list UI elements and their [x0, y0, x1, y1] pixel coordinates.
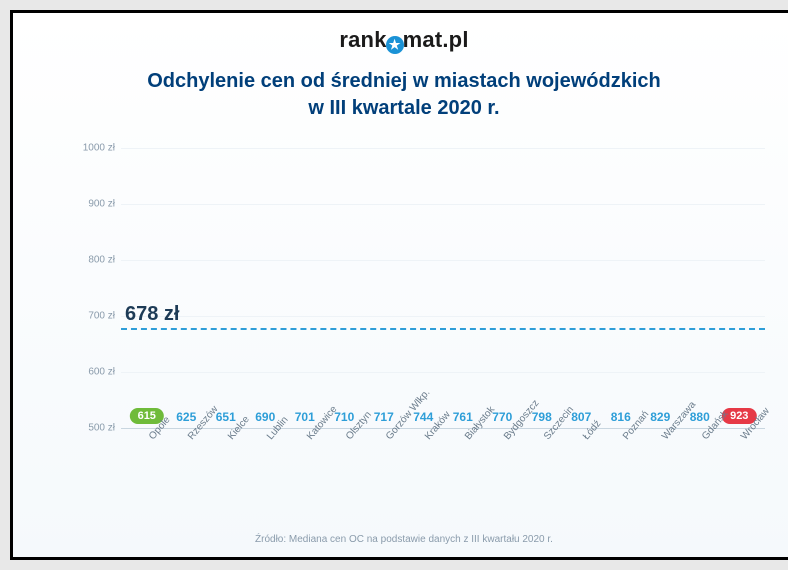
source-footer: Źródło: Mediana cen OC na podstawie dany…: [13, 534, 788, 545]
y-tick-label: 500 zł: [73, 423, 115, 434]
y-tick-label: 900 zł: [73, 199, 115, 210]
bar-value-label: 816: [611, 410, 631, 424]
y-gridline: [121, 316, 765, 317]
y-tick-label: 1000 zł: [73, 143, 115, 154]
average-line: [121, 328, 765, 330]
brand-logo: rank★mat.pl: [13, 13, 788, 54]
title-line-1: Odchylenie cen od średniej w miastach wo…: [13, 68, 788, 95]
chart-canvas: rank★mat.pl Odchylenie cen od średniej w…: [13, 13, 788, 557]
y-gridline: [121, 204, 765, 205]
y-tick-label: 600 zł: [73, 367, 115, 378]
x-tick-label: Gdańsk: [680, 429, 720, 487]
x-tick-label: Warszawa: [641, 429, 681, 487]
x-tick-label: Poznań: [601, 429, 641, 487]
x-axis-labels: OpoleRzeszówKielceLublinKatowiceOlsztynG…: [121, 429, 765, 487]
x-tick-label: Łódź: [562, 429, 602, 487]
x-tick-label: Opole: [127, 429, 167, 487]
y-gridline: [121, 372, 765, 373]
x-tick-label: Kraków: [404, 429, 444, 487]
x-tick-label: Szczecin: [522, 429, 562, 487]
bar-value-label: 701: [295, 410, 315, 424]
x-tick-label: Rzeszów: [167, 429, 207, 487]
y-gridline: [121, 260, 765, 261]
y-gridline: [121, 148, 765, 149]
image-frame: rank★mat.pl Odchylenie cen od średniej w…: [10, 10, 788, 560]
y-tick-label: 700 zł: [73, 311, 115, 322]
x-tick-label: Olsztyn: [325, 429, 365, 487]
logo-pre: rank: [339, 27, 386, 52]
x-tick-label: Gorzów Wlkp.: [364, 429, 404, 487]
x-tick-label: Bydgoszcz: [483, 429, 523, 487]
chart-title: Odchylenie cen od średniej w miastach wo…: [13, 68, 788, 122]
x-tick-label: Wrocław: [720, 429, 760, 487]
bar-value-label: 717: [374, 410, 394, 424]
x-tick-label: Katowice: [285, 429, 325, 487]
bar-chart: 6156256516907017107177447617707988078168…: [73, 148, 765, 487]
y-tick-label: 800 zł: [73, 255, 115, 266]
logo-post: mat.pl: [403, 27, 469, 52]
title-line-2: w III kwartale 2020 r.: [13, 95, 788, 122]
bar-value-label: 625: [176, 410, 196, 424]
bar-value-label: 829: [650, 410, 670, 424]
bars-container: 6156256516907017107177447617707988078168…: [121, 148, 765, 428]
star-icon: ★: [386, 36, 404, 54]
bar-value-label: 690: [255, 410, 275, 424]
bar-value-label: 761: [453, 410, 473, 424]
average-label: 678 zł: [125, 303, 179, 328]
x-tick-label: Białystok: [443, 429, 483, 487]
plot-area: 6156256516907017107177447617707988078168…: [121, 148, 765, 429]
x-tick-label: Kielce: [206, 429, 246, 487]
x-tick-label: Lublin: [246, 429, 286, 487]
